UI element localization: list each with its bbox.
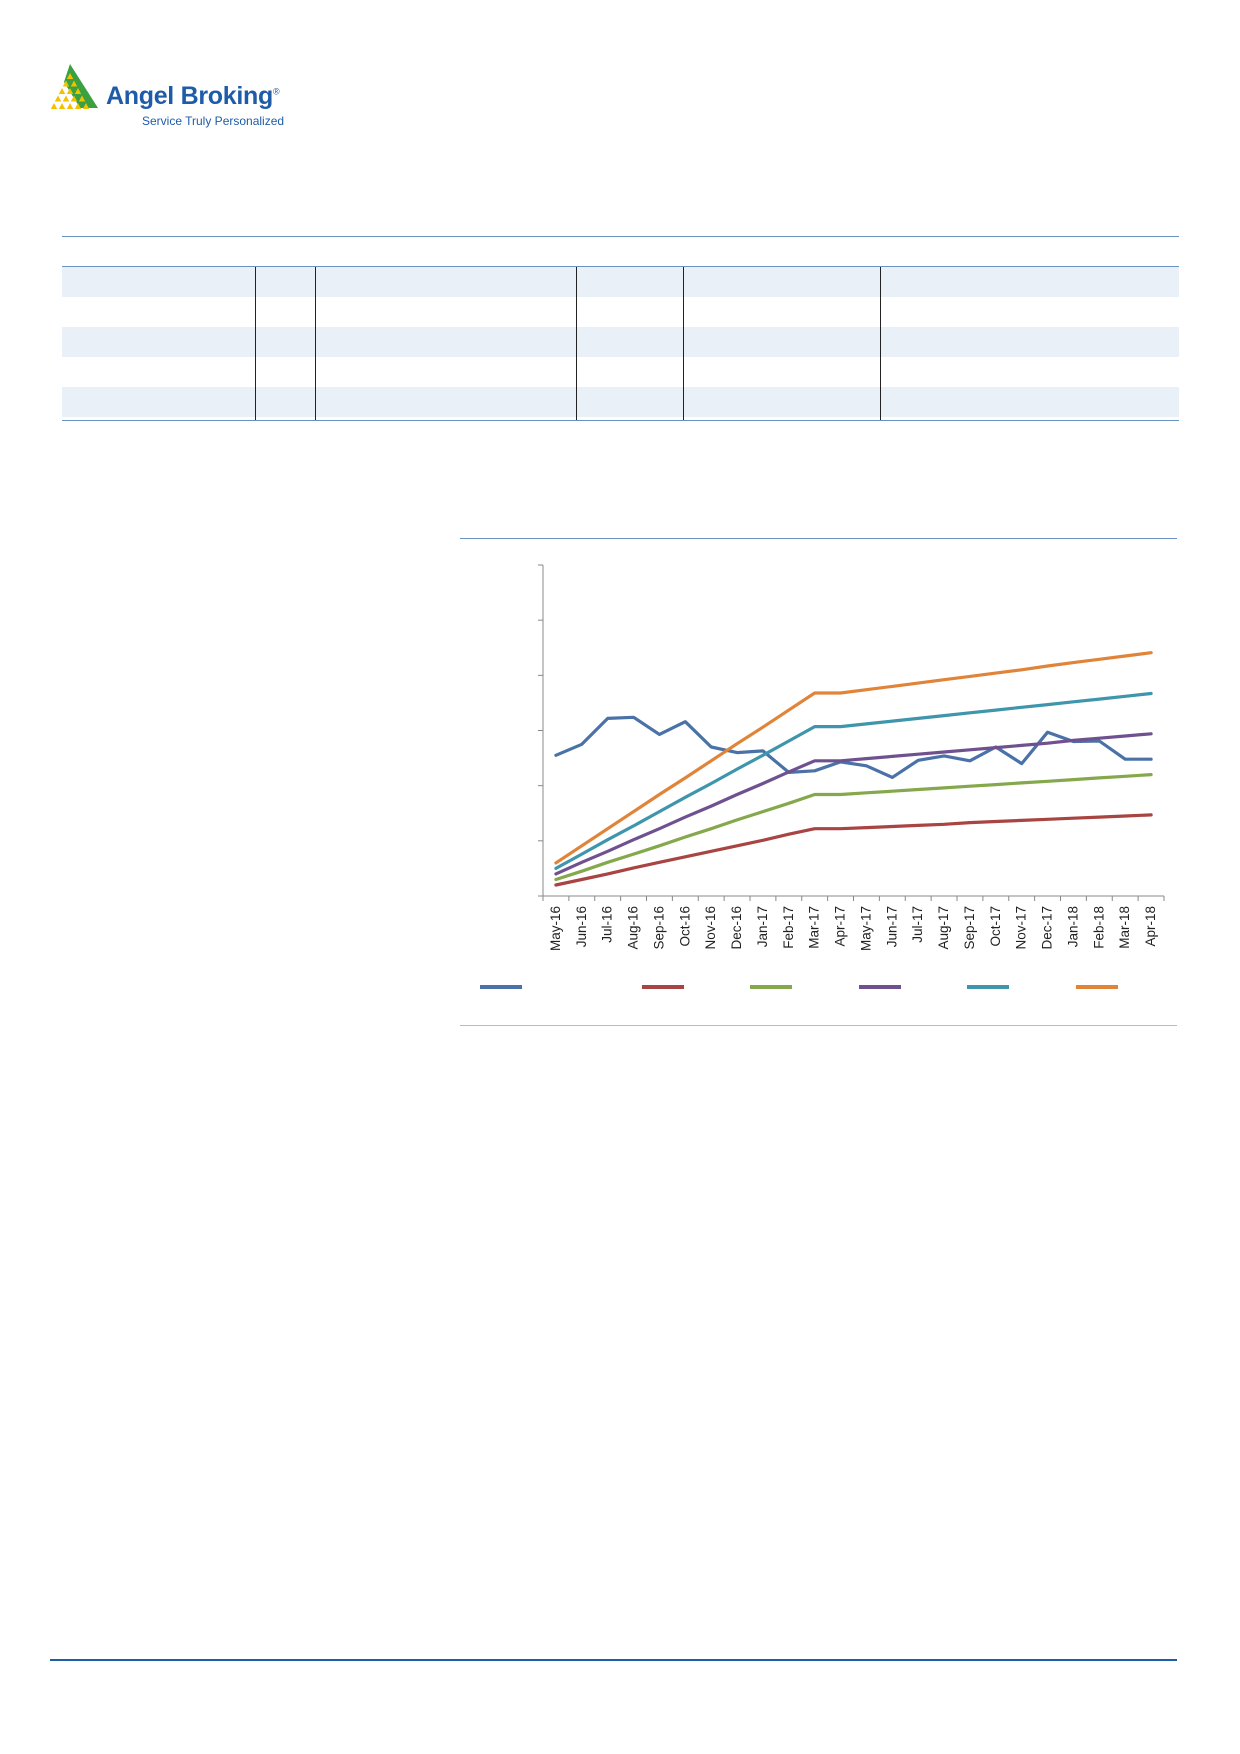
x-tick-label: Aug-16	[626, 906, 641, 950]
table-column-divider	[255, 267, 256, 420]
x-tick-label: May-17	[858, 906, 873, 951]
logo-dot	[54, 95, 62, 102]
x-tick-label: Jul-16	[600, 906, 615, 943]
x-tick-label: Aug-17	[936, 906, 951, 950]
brand-name-text: Angel Broking	[106, 82, 273, 110]
table-row	[62, 387, 1179, 417]
logo-dot	[82, 103, 90, 109]
table-row	[62, 267, 1179, 297]
logo-dot	[74, 103, 82, 109]
x-tick-label: Jul-17	[910, 906, 925, 943]
logo-dot	[62, 95, 70, 102]
x-tick-label: Dec-17	[1040, 906, 1055, 950]
x-tick-label: Sep-16	[651, 906, 666, 950]
table-column-divider	[315, 267, 316, 420]
x-tick-label: May-16	[548, 906, 563, 951]
x-tick-label: Feb-17	[781, 906, 796, 949]
x-tick-label: Mar-18	[1117, 906, 1132, 949]
x-axis-labels: May-16 Jun-16 Jul-16 Aug-16 Sep-16 Oct-16 Nov-…	[548, 906, 1158, 951]
table-column-divider	[880, 267, 881, 420]
series-line-3	[554, 772, 1153, 882]
data-table	[62, 266, 1179, 421]
chart-axes	[538, 564, 1165, 901]
series-line-2	[554, 813, 1153, 887]
x-tick-label: Nov-17	[1014, 906, 1029, 950]
x-tick-label: Jan-17	[755, 906, 770, 947]
logo-dot	[78, 95, 86, 102]
x-tick-label: Sep-17	[962, 906, 977, 950]
footer-rule	[50, 1659, 1177, 1661]
x-tick-label: Oct-16	[677, 906, 692, 947]
table-title-rule	[62, 236, 1179, 237]
brand-tagline: Service Truly Personalized	[142, 114, 285, 128]
series-line-4	[554, 732, 1153, 876]
x-tick-label: Dec-16	[729, 906, 744, 950]
brand-registered-mark: ®	[272, 86, 280, 97]
x-tick-label: Oct-17	[988, 906, 1003, 947]
series-line-1	[554, 715, 1153, 780]
logo-dot-grid	[50, 73, 90, 109]
x-tick-label: Nov-16	[703, 906, 718, 950]
logo-dot	[66, 73, 74, 79]
x-tick-label: Mar-17	[807, 906, 822, 949]
series-line-6	[554, 651, 1153, 865]
series-line-5	[554, 691, 1153, 871]
brand-name: Angel Broking®	[106, 82, 280, 111]
x-tick-label: Feb-18	[1091, 906, 1106, 949]
pyramid-icon	[50, 64, 98, 109]
x-tick-label: Jun-17	[884, 906, 899, 947]
brand-logo: Angel Broking® Service Truly Personalize…	[50, 62, 310, 132]
logo-dot	[66, 88, 74, 94]
x-tick-label: Apr-18	[1143, 906, 1158, 947]
logo-dot	[74, 88, 82, 94]
logo-dot	[58, 103, 66, 109]
logo-dot	[66, 103, 74, 109]
x-tick-label: Jun-16	[574, 906, 589, 947]
chart-title-rule	[460, 538, 1177, 539]
chart-bottom-rule	[460, 1025, 1177, 1026]
x-tick-label: Jan-18	[1065, 906, 1080, 947]
logo-dot	[50, 103, 58, 109]
logo-dot	[62, 80, 70, 87]
logo-dot	[70, 95, 78, 102]
table-row	[62, 327, 1179, 357]
table-column-divider	[683, 267, 684, 420]
table-column-divider	[576, 267, 577, 420]
chart-series-lines	[554, 651, 1153, 887]
logo-dot	[58, 88, 66, 94]
logo-dot	[70, 80, 78, 87]
x-tick-label: Apr-17	[833, 906, 848, 947]
